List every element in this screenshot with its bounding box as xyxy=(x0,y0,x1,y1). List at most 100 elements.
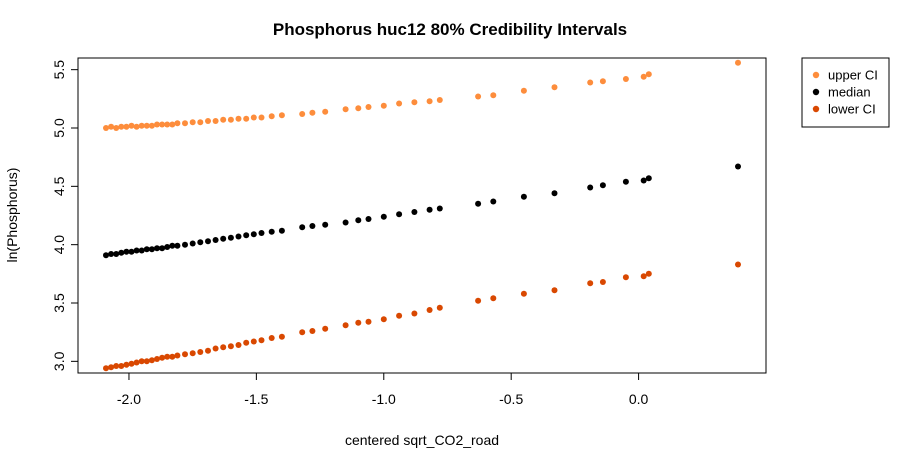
legend-marker-median xyxy=(812,88,820,96)
y-tick-label: 4.5 xyxy=(51,176,67,196)
x-tick-label: -1.5 xyxy=(244,391,268,407)
point-lower-ci xyxy=(205,347,211,354)
point-lower-ci xyxy=(278,333,285,340)
point-lower-ci xyxy=(154,356,160,362)
point-lower-ci xyxy=(520,290,527,297)
point-lower-ci xyxy=(227,343,234,350)
point-lower-ci xyxy=(411,310,418,317)
point-lower-ci xyxy=(396,312,403,319)
point-upper-ci xyxy=(258,114,265,121)
x-tick-label: -1.0 xyxy=(372,391,396,407)
x-tick-label: 0.0 xyxy=(629,391,649,407)
point-upper-ci xyxy=(645,71,652,78)
point-median xyxy=(436,205,443,212)
point-upper-ci xyxy=(411,99,418,106)
point-upper-ci xyxy=(174,120,181,127)
point-median xyxy=(342,219,349,226)
series-lower-ci xyxy=(103,261,741,372)
plot-frame xyxy=(77,57,767,374)
point-lower-ci xyxy=(128,360,135,367)
point-lower-ci xyxy=(169,353,176,360)
point-median xyxy=(154,245,160,252)
point-lower-ci xyxy=(174,352,181,359)
point-upper-ci xyxy=(189,119,196,126)
point-lower-ci xyxy=(268,335,275,341)
point-upper-ci xyxy=(138,122,145,129)
point-lower-ci xyxy=(103,365,109,372)
point-median xyxy=(365,216,372,222)
point-upper-ci xyxy=(299,111,306,117)
point-median xyxy=(243,232,250,239)
point-median xyxy=(197,239,204,246)
point-median xyxy=(123,248,130,255)
point-median xyxy=(520,193,527,200)
point-median xyxy=(133,247,140,254)
point-upper-ci xyxy=(309,109,316,116)
point-upper-ci xyxy=(133,123,140,130)
point-median xyxy=(396,211,403,218)
point-upper-ci xyxy=(154,121,160,128)
y-axis: 3.0 3.5 4.0 4.5 5.0 5.5 xyxy=(51,60,79,371)
point-lower-ci xyxy=(108,364,115,371)
point-upper-ci xyxy=(159,121,166,128)
x-tick-label: -2.0 xyxy=(117,391,141,407)
point-median xyxy=(475,200,482,207)
point-median xyxy=(309,223,316,229)
point-lower-ci xyxy=(490,295,497,302)
point-median xyxy=(174,242,181,249)
point-median xyxy=(426,206,433,213)
point-median xyxy=(380,213,387,220)
point-upper-ci xyxy=(426,98,433,105)
point-upper-ci xyxy=(182,120,188,127)
point-median xyxy=(118,249,125,256)
chart-title: Phosphorus huc12 80% Credibility Interva… xyxy=(273,20,627,39)
point-upper-ci xyxy=(123,123,130,130)
point-lower-ci xyxy=(189,350,196,357)
point-lower-ci xyxy=(220,344,227,351)
point-lower-ci xyxy=(164,353,171,360)
legend-marker-lower-ci xyxy=(812,105,820,113)
point-median xyxy=(250,231,257,238)
point-lower-ci xyxy=(735,261,741,268)
point-median xyxy=(164,244,171,250)
point-upper-ci xyxy=(490,92,497,99)
point-upper-ci xyxy=(243,115,250,122)
point-lower-ci xyxy=(380,316,387,323)
point-upper-ci xyxy=(380,102,387,109)
point-lower-ci xyxy=(182,351,188,358)
y-tick-label: 5.5 xyxy=(51,60,67,80)
point-median xyxy=(159,245,166,252)
y-axis-title: ln(Phosphorus) xyxy=(4,168,20,263)
point-lower-ci xyxy=(250,338,257,345)
point-upper-ci xyxy=(118,123,125,130)
point-median xyxy=(411,209,418,215)
point-median xyxy=(128,248,135,255)
point-upper-ci xyxy=(396,100,403,107)
point-lower-ci xyxy=(645,270,652,277)
y-tick-label: 3.0 xyxy=(51,351,67,371)
legend-label-lower-ci: lower CI xyxy=(828,102,876,117)
point-lower-ci xyxy=(322,325,329,332)
point-upper-ci xyxy=(365,104,372,110)
point-lower-ci xyxy=(159,354,166,361)
point-lower-ci xyxy=(355,319,362,326)
point-median xyxy=(212,237,219,243)
x-axis: -2.0 -1.5 -1.0 -0.5 0.0 xyxy=(117,372,649,407)
point-lower-ci xyxy=(309,328,316,334)
point-upper-ci xyxy=(599,78,606,85)
point-median xyxy=(622,178,629,185)
point-upper-ci xyxy=(227,116,234,123)
y-tick-label: 4.0 xyxy=(51,235,67,255)
legend-marker-upper-ci xyxy=(812,71,820,79)
series-upper-ci xyxy=(103,59,741,131)
point-median xyxy=(113,251,120,257)
point-median xyxy=(169,242,176,249)
point-lower-ci xyxy=(342,322,349,329)
x-axis-title: centered sqrt_CO2_road xyxy=(345,432,499,448)
point-lower-ci xyxy=(212,345,219,352)
point-median xyxy=(278,227,285,234)
point-lower-ci xyxy=(622,274,629,281)
point-median xyxy=(355,217,362,224)
point-median xyxy=(735,163,741,170)
